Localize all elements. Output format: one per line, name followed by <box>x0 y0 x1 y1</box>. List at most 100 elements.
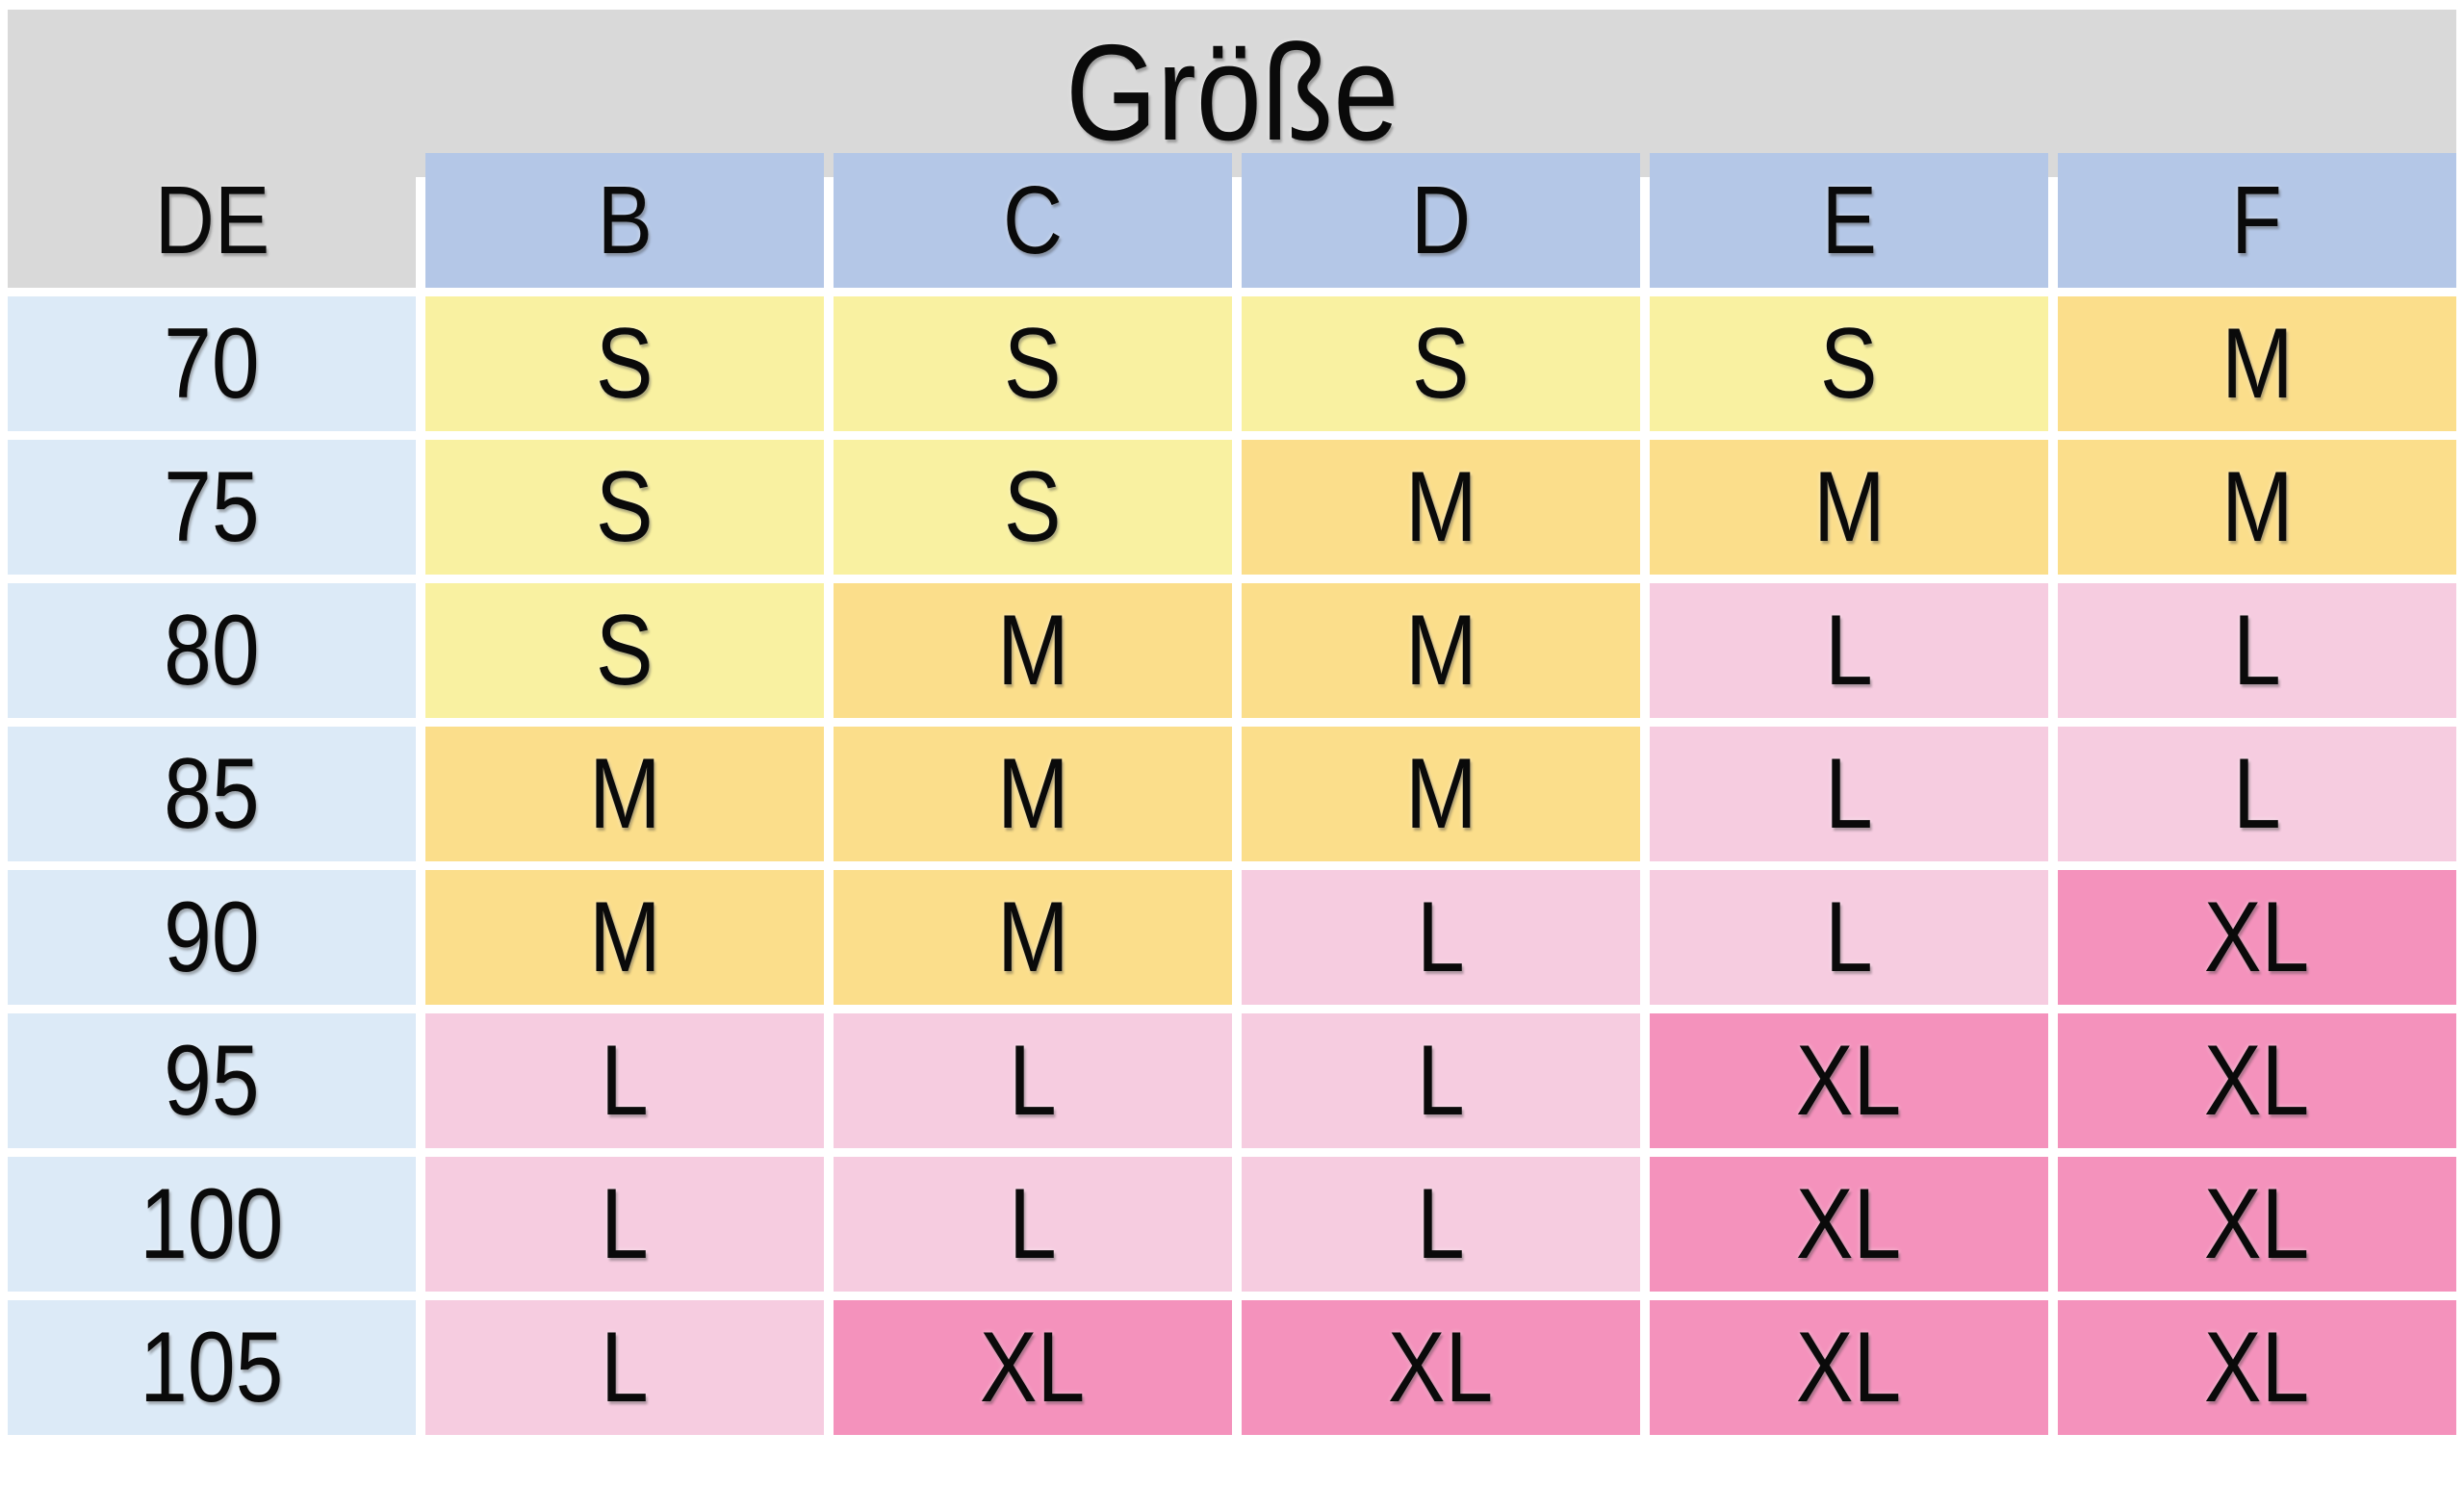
row-header-100: 100 <box>8 1157 416 1292</box>
cell-105-E: XL <box>1650 1300 2048 1435</box>
cell-70-C-label: S <box>1004 308 1062 420</box>
row-header-80-label: 80 <box>164 595 260 706</box>
cell-95-B: L <box>425 1013 824 1148</box>
cell-90-F-label: XL <box>2204 882 2310 993</box>
cell-70-B-label: S <box>596 308 654 420</box>
cell-70-D: S <box>1242 296 1640 431</box>
col-header-B: B <box>425 153 824 288</box>
cell-80-D: M <box>1242 583 1640 718</box>
cell-105-D-label: XL <box>1388 1312 1494 1423</box>
cell-85-B: M <box>425 727 824 861</box>
cell-95-D: L <box>1242 1013 1640 1148</box>
cell-85-D-label: M <box>1404 738 1477 850</box>
table-title: Größe <box>8 10 2456 177</box>
cell-70-B: S <box>425 296 824 431</box>
corner-header-de: DE <box>8 153 416 288</box>
cell-90-C: M <box>834 870 1232 1005</box>
cell-100-C: L <box>834 1157 1232 1292</box>
row-header-85: 85 <box>8 727 416 861</box>
corner-header-de-label: DE <box>154 166 270 274</box>
cell-75-C: S <box>834 440 1232 575</box>
table-title-text: Größe <box>1065 16 1399 169</box>
cell-85-C: M <box>834 727 1232 861</box>
cell-100-D-label: L <box>1417 1168 1465 1280</box>
cell-100-B: L <box>425 1157 824 1292</box>
row-header-70-label: 70 <box>164 308 260 420</box>
cell-75-F: M <box>2058 440 2456 575</box>
cell-95-E: XL <box>1650 1013 2048 1148</box>
cell-90-E: L <box>1650 870 2048 1005</box>
cell-85-C-label: M <box>996 738 1069 850</box>
cell-80-B-label: S <box>596 595 654 706</box>
cell-95-C: L <box>834 1013 1232 1148</box>
col-header-C: C <box>834 153 1232 288</box>
row-header-90: 90 <box>8 870 416 1005</box>
cell-75-E: M <box>1650 440 2048 575</box>
cell-75-D: M <box>1242 440 1640 575</box>
cell-85-E: L <box>1650 727 2048 861</box>
col-header-E: E <box>1650 153 2048 288</box>
row-header-70: 70 <box>8 296 416 431</box>
cell-95-E-label: XL <box>1796 1025 1902 1137</box>
col-header-F: F <box>2058 153 2456 288</box>
cell-95-B-label: L <box>601 1025 649 1137</box>
size-table: Größe DE B C D E F 70 S S S S M 75 S S M M M 80 S M M L L 85 M M M L… <box>8 10 2456 1435</box>
cell-75-F-label: M <box>2220 451 2294 563</box>
cell-80-E-label: L <box>1825 595 1873 706</box>
cell-75-E-label: M <box>1812 451 1886 563</box>
cell-100-F: XL <box>2058 1157 2456 1292</box>
col-header-B-label: B <box>597 166 653 274</box>
cell-80-B: S <box>425 583 824 718</box>
cell-80-E: L <box>1650 583 2048 718</box>
cell-85-E-label: L <box>1825 738 1873 850</box>
col-header-F-label: F <box>2231 166 2283 274</box>
cell-105-F-label: XL <box>2204 1312 2310 1423</box>
cell-90-D: L <box>1242 870 1640 1005</box>
cell-80-C-label: M <box>996 595 1069 706</box>
cell-75-C-label: S <box>1004 451 1062 563</box>
cell-75-D-label: M <box>1404 451 1477 563</box>
cell-70-F-label: M <box>2220 308 2294 420</box>
cell-90-C-label: M <box>996 882 1069 993</box>
cell-95-F: XL <box>2058 1013 2456 1148</box>
cell-80-F-label: L <box>2233 595 2281 706</box>
row-header-75: 75 <box>8 440 416 575</box>
cell-100-E: XL <box>1650 1157 2048 1292</box>
row-header-105: 105 <box>8 1300 416 1435</box>
cell-105-E-label: XL <box>1796 1312 1902 1423</box>
cell-100-C-label: L <box>1009 1168 1057 1280</box>
cell-70-F: M <box>2058 296 2456 431</box>
row-header-95-label: 95 <box>164 1025 260 1137</box>
cell-90-D-label: L <box>1417 882 1465 993</box>
cell-85-D: M <box>1242 727 1640 861</box>
cell-100-D: L <box>1242 1157 1640 1292</box>
row-header-85-label: 85 <box>164 738 260 850</box>
cell-95-F-label: XL <box>2204 1025 2310 1137</box>
cell-105-D: XL <box>1242 1300 1640 1435</box>
cell-70-D-label: S <box>1412 308 1470 420</box>
cell-90-B: M <box>425 870 824 1005</box>
cell-70-C: S <box>834 296 1232 431</box>
cell-105-B: L <box>425 1300 824 1435</box>
row-header-95: 95 <box>8 1013 416 1148</box>
cell-75-B-label: S <box>596 451 654 563</box>
row-header-90-label: 90 <box>164 882 260 993</box>
cell-105-C: XL <box>834 1300 1232 1435</box>
cell-85-F-label: L <box>2233 738 2281 850</box>
cell-90-F: XL <box>2058 870 2456 1005</box>
col-header-D: D <box>1242 153 1640 288</box>
cell-70-E-label: S <box>1820 308 1878 420</box>
cell-70-E: S <box>1650 296 2048 431</box>
cell-95-C-label: L <box>1009 1025 1057 1137</box>
col-header-D-label: D <box>1410 166 1472 274</box>
cell-105-F: XL <box>2058 1300 2456 1435</box>
cell-80-F: L <box>2058 583 2456 718</box>
cell-85-B-label: M <box>588 738 661 850</box>
cell-95-D-label: L <box>1417 1025 1465 1137</box>
col-header-E-label: E <box>1821 166 1877 274</box>
cell-85-F: L <box>2058 727 2456 861</box>
col-header-C-label: C <box>1002 166 1064 274</box>
row-header-105-label: 105 <box>140 1312 284 1423</box>
cell-100-F-label: XL <box>2204 1168 2310 1280</box>
